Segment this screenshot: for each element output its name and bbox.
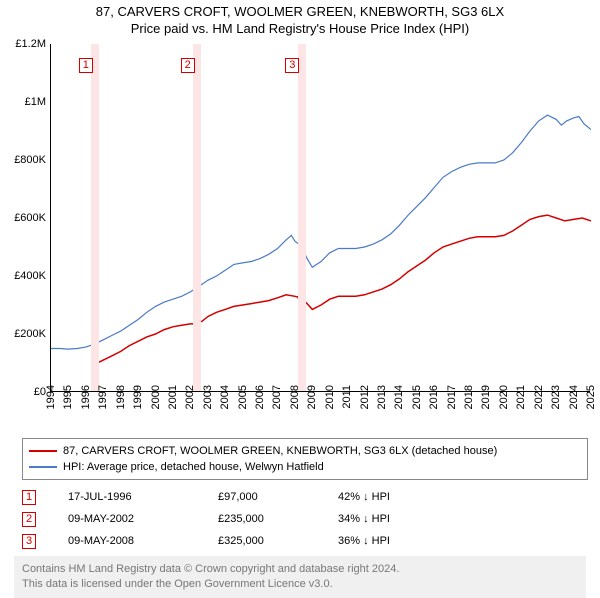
x-axis-label: 1997 [97, 385, 109, 409]
chart-svg [51, 44, 591, 392]
legend-swatch [29, 466, 57, 468]
x-axis-label: 2002 [184, 385, 196, 409]
transactions-table: 1 17-JUL-1996£97,00042% ↓ HPI 2 09-MAY-2002… [22, 486, 588, 552]
transaction-diff: 36% ↓ HPI [338, 535, 458, 547]
x-axis-label: 2004 [219, 385, 231, 409]
x-axis-label: 2021 [515, 385, 527, 409]
legend: 87, CARVERS CROFT, WOOLMER GREEN, KNEBWO… [22, 438, 588, 480]
plot-region: 1994199519961997199819992000200120022003… [50, 44, 590, 392]
transaction-date: 09-MAY-2008 [68, 535, 218, 547]
title-address: 87, CARVERS CROFT, WOOLMER GREEN, KNEBWO… [6, 4, 594, 19]
x-axis-label: 1998 [115, 385, 127, 409]
transaction-price: £235,000 [218, 513, 338, 525]
transaction-marker: 1 [22, 490, 36, 505]
chart-area: 1994 1995 1996 1997 1998 1999 2000 2001 2002 2003… [6, 40, 594, 432]
transaction-date: 17-JUL-1996 [68, 491, 218, 503]
x-axis-label: 2008 [289, 385, 301, 409]
transaction-row: 3 09-MAY-2008£325,00036% ↓ HPI [22, 530, 588, 552]
title-subtitle: Price paid vs. HM Land Registry's House … [6, 21, 594, 36]
x-axis-label: 2018 [463, 385, 475, 409]
y-axis-label: £0 [34, 386, 46, 398]
y-axis-label: £600K [14, 212, 46, 224]
highlight-band [193, 44, 201, 391]
transaction-date: 09-MAY-2002 [68, 513, 218, 525]
chart-marker-2: 2 [181, 58, 195, 73]
legend-item: HPI: Average price, detached house, Welw… [29, 459, 581, 475]
transaction-diff: 42% ↓ HPI [338, 491, 458, 503]
y-axis-label: £1M [25, 96, 46, 108]
x-axis-label: 2001 [167, 385, 179, 409]
legend-label: 87, CARVERS CROFT, WOOLMER GREEN, KNEBWO… [63, 445, 497, 457]
x-axis-label: 2016 [428, 385, 440, 409]
chart-marker-3: 3 [285, 58, 299, 73]
x-axis-label: 2024 [568, 385, 580, 409]
x-axis-label: 2014 [393, 385, 405, 409]
y-axis-label: £200K [14, 328, 46, 340]
x-axis-label: 2000 [150, 385, 162, 409]
footer-line-1: Contains HM Land Registry data © Crown c… [22, 562, 578, 577]
transaction-marker: 2 [22, 512, 36, 527]
y-axis-label: £1.2M [15, 38, 46, 50]
transaction-marker: 3 [22, 534, 36, 549]
x-axis-label: 2007 [271, 385, 283, 409]
legend-item: 87, CARVERS CROFT, WOOLMER GREEN, KNEBWO… [29, 443, 581, 459]
x-axis-label: 1996 [80, 385, 92, 409]
chart-marker-1: 1 [79, 58, 93, 73]
x-axis-label: 2005 [237, 385, 249, 409]
transaction-price: £325,000 [218, 535, 338, 547]
chart-container: 87, CARVERS CROFT, WOOLMER GREEN, KNEBWO… [0, 0, 600, 590]
x-axis-label: 2010 [324, 385, 336, 409]
y-axis-label: £800K [14, 154, 46, 166]
highlight-band [91, 44, 99, 391]
titles: 87, CARVERS CROFT, WOOLMER GREEN, KNEBWO… [6, 4, 594, 36]
legend-swatch [29, 450, 57, 452]
transaction-row: 1 17-JUL-1996£97,00042% ↓ HPI [22, 486, 588, 508]
x-axis-label: 2023 [550, 385, 562, 409]
x-axis-label: 2009 [306, 385, 318, 409]
x-axis-label: 2015 [411, 385, 423, 409]
series-red [95, 215, 591, 364]
footer-attribution: Contains HM Land Registry data © Crown c… [14, 556, 586, 598]
footer-line-2: This data is licensed under the Open Gov… [22, 577, 578, 592]
x-axis-label: 1999 [132, 385, 144, 409]
transaction-diff: 34% ↓ HPI [338, 513, 458, 525]
x-axis-label: 2003 [202, 385, 214, 409]
transaction-price: £97,000 [218, 491, 338, 503]
x-axis-label: 2006 [254, 385, 266, 409]
y-axis-label: £400K [14, 270, 46, 282]
x-axis-label: 1994 [45, 385, 57, 409]
x-axis-label: 2013 [376, 385, 388, 409]
x-axis-label: 2020 [498, 385, 510, 409]
transaction-row: 2 09-MAY-2002£235,00034% ↓ HPI [22, 508, 588, 530]
legend-label: HPI: Average price, detached house, Welw… [63, 461, 324, 473]
x-axis-label: 2022 [533, 385, 545, 409]
x-axis-label: 1995 [62, 385, 74, 409]
highlight-band [298, 44, 306, 391]
x-axis-label: 2012 [359, 385, 371, 409]
x-axis-label: 2011 [341, 385, 353, 409]
x-axis-label: 2019 [480, 385, 492, 409]
x-axis-label: 2017 [446, 385, 458, 409]
x-axis-label: 2025 [585, 385, 597, 409]
